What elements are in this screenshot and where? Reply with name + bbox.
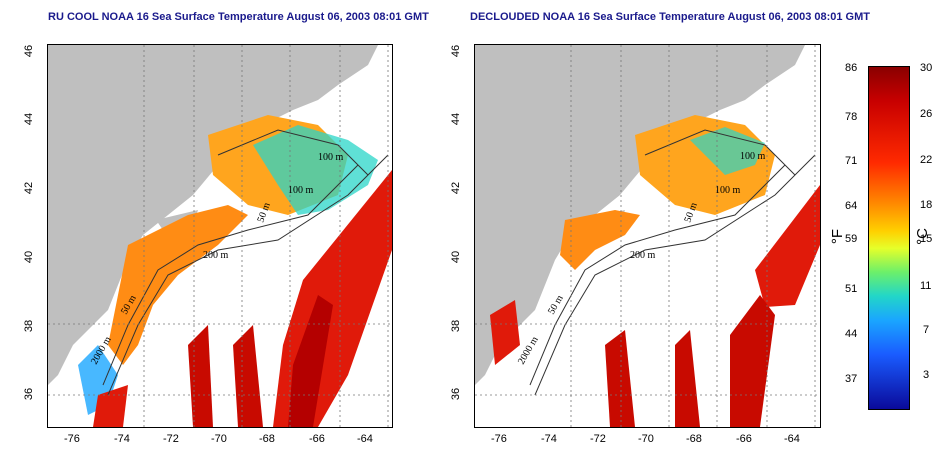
contour-50m bbox=[102, 164, 359, 386]
x-tick: -66 bbox=[309, 433, 325, 445]
fahrenheit-tick: 71 bbox=[845, 155, 858, 167]
x-tick: -64 bbox=[784, 433, 800, 445]
y-tick: 46 bbox=[23, 44, 36, 58]
land-mass bbox=[475, 45, 805, 385]
sst-red-south bbox=[490, 300, 520, 365]
sst-hot-strip-2 bbox=[675, 330, 700, 427]
fahrenheit-tick: 37 bbox=[845, 373, 858, 385]
sst-hot-strip-1 bbox=[288, 295, 333, 427]
celsius-tick: 11 bbox=[920, 280, 932, 292]
contour-200m bbox=[534, 154, 816, 396]
sst-warm-band bbox=[755, 185, 820, 307]
left-map: 100 m 100 m 50 m 200 m 50 m 2000 m bbox=[47, 44, 393, 428]
y-tick: 40 bbox=[450, 250, 463, 264]
fahrenheit-unit-label: °F bbox=[829, 228, 847, 245]
contour-label: 100 m bbox=[288, 185, 314, 196]
contour-label: 100 m bbox=[318, 152, 344, 163]
celsius-tick: 18 bbox=[920, 199, 933, 211]
celsius-unit-label: °C bbox=[913, 228, 931, 245]
contour-label: 2000 m bbox=[516, 335, 541, 367]
x-tick: -68 bbox=[686, 433, 702, 445]
contour-100m bbox=[644, 129, 796, 176]
sst-hot-strip-1 bbox=[730, 295, 775, 427]
x-tick: -72 bbox=[590, 433, 606, 445]
x-tick: -76 bbox=[64, 433, 80, 445]
y-tick: 42 bbox=[23, 181, 36, 195]
celsius-tick: 3 bbox=[923, 369, 930, 381]
x-tick: -68 bbox=[259, 433, 275, 445]
x-tick: -76 bbox=[491, 433, 507, 445]
celsius-tick: 7 bbox=[923, 324, 930, 336]
sst-shelf-orange bbox=[560, 210, 640, 270]
right-panel-title: DECLOUDED NOAA 16 Sea Surface Temperatur… bbox=[470, 11, 870, 23]
fahrenheit-tick: 64 bbox=[845, 200, 858, 212]
x-tick: -64 bbox=[357, 433, 373, 445]
fahrenheit-tick: 59 bbox=[845, 233, 858, 245]
celsius-tick: 22 bbox=[920, 154, 933, 166]
x-tick: -70 bbox=[211, 433, 227, 445]
land-mass bbox=[48, 45, 378, 385]
celsius-tick: 15 bbox=[920, 233, 933, 245]
right-map: 100 m 100 m 50 m 200 m 50 m 2000 m bbox=[474, 44, 821, 428]
sst-cool-coastal bbox=[253, 125, 378, 215]
y-tick: 46 bbox=[450, 44, 463, 58]
sst-shelf-orange bbox=[108, 205, 248, 365]
contour-label: 100 m bbox=[740, 151, 766, 162]
contour-50m bbox=[529, 164, 786, 386]
y-tick: 44 bbox=[23, 112, 36, 126]
sst-cool-coastal bbox=[690, 127, 765, 175]
contour-200m bbox=[107, 154, 389, 396]
x-tick: -74 bbox=[541, 433, 557, 445]
celsius-tick: 30 bbox=[920, 62, 933, 74]
contour-label: 50 m bbox=[546, 293, 566, 316]
y-tick: 36 bbox=[23, 387, 36, 401]
contour-label: 100 m bbox=[715, 185, 741, 196]
fahrenheit-tick: 44 bbox=[845, 328, 858, 340]
fahrenheit-tick: 86 bbox=[845, 62, 858, 74]
x-tick: -74 bbox=[114, 433, 130, 445]
contour-label: 200 m bbox=[630, 250, 656, 261]
sst-red-south bbox=[93, 385, 128, 427]
x-tick: -70 bbox=[638, 433, 654, 445]
temperature-colorbar bbox=[868, 66, 910, 410]
fahrenheit-tick: 51 bbox=[845, 283, 858, 295]
sst-hot-strip-2 bbox=[233, 325, 263, 427]
sst-hot-strip-3 bbox=[188, 325, 213, 427]
y-tick: 44 bbox=[450, 112, 463, 126]
y-tick: 38 bbox=[450, 319, 463, 333]
left-panel-title: RU COOL NOAA 16 Sea Surface Temperature … bbox=[48, 11, 429, 23]
fahrenheit-tick: 78 bbox=[845, 111, 858, 123]
sst-hot-strip-3 bbox=[605, 330, 635, 427]
contour-100m bbox=[217, 129, 369, 176]
x-tick: -66 bbox=[736, 433, 752, 445]
y-tick: 42 bbox=[450, 181, 463, 195]
x-tick: -72 bbox=[163, 433, 179, 445]
y-tick: 36 bbox=[450, 387, 463, 401]
contour-label: 200 m bbox=[203, 250, 229, 261]
y-tick: 40 bbox=[23, 250, 36, 264]
celsius-tick: 26 bbox=[920, 108, 933, 120]
y-tick: 38 bbox=[23, 319, 36, 333]
